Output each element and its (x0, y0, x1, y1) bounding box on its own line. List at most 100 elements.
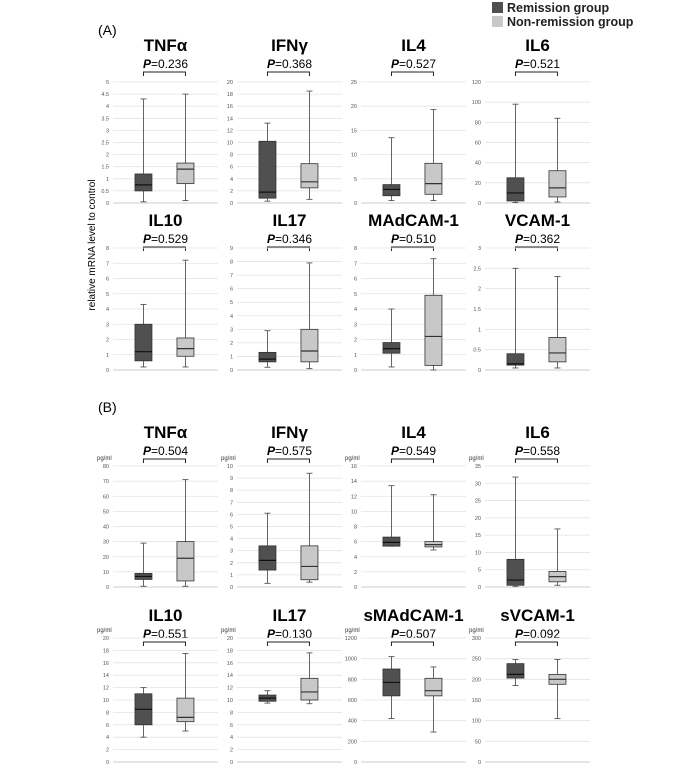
y-tick-label: 30 (475, 481, 481, 487)
y-tick-label: 4 (106, 735, 109, 741)
p-value-label: P=0.529 (143, 232, 188, 246)
p-value-text: =0.130 (275, 627, 312, 641)
y-tick-label: 3 (106, 322, 109, 328)
y-tick-label: 8 (106, 710, 109, 716)
y-tick-label: 5 (354, 292, 357, 298)
y-tick-label: 25 (351, 80, 357, 86)
p-value-text: =0.521 (523, 57, 560, 71)
y-tick-label: 2 (106, 153, 109, 159)
p-value-text: =0.558 (523, 444, 560, 458)
y-tick-label: 5 (106, 80, 109, 86)
y-tick-label: 12 (227, 686, 233, 692)
y-tick-label: 0 (354, 368, 357, 374)
y-tick-label: 3.5 (101, 116, 109, 122)
y-tick-label: 0 (230, 368, 233, 374)
box-remission (134, 323, 153, 362)
panel-b-1: TNFα P=0.504 pg/ml 0 10 20 30 40 50 60 70 80 (97, 423, 218, 591)
y-tick-label: 800 (348, 677, 357, 683)
y-tick-label: 300 (472, 636, 481, 642)
y-tick-label: 35 (475, 464, 481, 470)
box-nonremission (176, 697, 195, 723)
y-tick-label: 0 (354, 760, 357, 766)
y-tick-label: 0 (478, 760, 481, 766)
legend-label-remission: Remission group (507, 1, 609, 15)
y-tick-label: 7 (354, 261, 357, 267)
y-tick-label: 20 (227, 80, 233, 86)
p-value-text: =0.549 (399, 444, 436, 458)
y-tick-label: 8 (354, 525, 357, 531)
y-tick-label: 600 (348, 698, 357, 704)
p-value-prefix: P (267, 444, 276, 458)
panel-title: IFNγ (271, 36, 308, 55)
panel-title: MAdCAM-1 (368, 211, 459, 230)
y-tick-label: 7 (106, 261, 109, 267)
y-tick-label: 0 (106, 201, 109, 207)
y-tick-label: 200 (472, 677, 481, 683)
panel-a-7: MAdCAM-1 P=0.510 0 1 2 3 4 5 6 7 8 (354, 211, 466, 374)
y-tick-label: 5 (478, 568, 481, 574)
panel-title: TNFα (144, 36, 188, 55)
box-nonremission (548, 337, 567, 363)
p-value-prefix: P (515, 232, 524, 246)
p-value-prefix: P (143, 57, 152, 71)
p-value-prefix: P (143, 444, 152, 458)
y-tick-label: 400 (348, 719, 357, 725)
y-tick-label: 1 (106, 177, 109, 183)
y-tick-label: 50 (103, 509, 109, 515)
p-value-label: P=0.549 (391, 444, 436, 458)
y-tick-label: 10 (103, 698, 109, 704)
y-tick-label: 0 (478, 201, 481, 207)
panel-a-2: IFNγ P=0.368 0 2 4 6 8 10 12 14 16 18 20 (227, 36, 342, 207)
p-value-label: P=0.521 (515, 57, 560, 71)
y-tick-label: 1200 (345, 636, 357, 642)
significance-bracket (514, 641, 558, 646)
y-tick-label: 8 (354, 246, 357, 252)
y-tick-label: 8 (230, 488, 233, 494)
box-nonremission (176, 541, 195, 582)
y-tick-label: 4 (106, 307, 109, 313)
y-tick-label: 2.5 (101, 141, 109, 147)
y-tick-label: 20 (351, 104, 357, 110)
panel-title: sMAdCAM-1 (363, 606, 463, 625)
panels-group: TNFαP=0.23600.511.522.533.544.55IFNγP=0.… (97, 36, 590, 766)
box-nonremission (300, 677, 319, 701)
significance-bracket (266, 458, 310, 463)
y-tick-label: 0 (478, 368, 481, 374)
box-nonremission (176, 162, 195, 185)
y-tick-label: 16 (227, 104, 233, 110)
y-tick-label: 2 (106, 338, 109, 344)
box-nonremission (300, 163, 319, 189)
y-tick-label: 70 (103, 479, 109, 485)
panel-title: IL17 (272, 606, 306, 625)
y-tick-label: 1 (354, 353, 357, 359)
y-tick-label: 6 (230, 165, 233, 171)
significance-bracket (142, 246, 186, 251)
panel-a-8: VCAM-1 P=0.362 0 0.5 1 1.5 2 2.5 3 (473, 211, 590, 374)
section-label-a: (A) (98, 22, 117, 38)
y-tick-label: 4 (354, 307, 357, 313)
y-tick-label: 6 (230, 723, 233, 729)
significance-bracket (142, 641, 186, 646)
y-tick-label: 0 (354, 585, 357, 591)
y-tick-label: 3 (478, 246, 481, 252)
p-value-label: P=0.510 (391, 232, 436, 246)
y-tick-label: 5 (230, 525, 233, 531)
y-tick-label: 40 (475, 161, 481, 167)
panel-title: IL6 (525, 36, 550, 55)
y-tick-label: 20 (103, 555, 109, 561)
p-value-prefix: P (391, 57, 400, 71)
section-label-b: (B) (98, 399, 117, 415)
unit-label: pg/ml (345, 456, 360, 462)
p-value-text: =0.236 (151, 57, 188, 71)
y-tick-label: 10 (227, 464, 233, 470)
box-nonremission (548, 170, 567, 198)
panel-b-2: IFNγ P=0.575 pg/ml 0 1 2 3 4 5 6 7 8 9 10 (221, 423, 342, 591)
y-tick-label: 1 (478, 327, 481, 333)
y-tick-label: 25 (475, 499, 481, 505)
y-tick-label: 16 (227, 661, 233, 667)
y-tick-label: 8 (106, 246, 109, 252)
y-tick-label: 2 (230, 189, 233, 195)
p-value-prefix: P (391, 444, 400, 458)
y-tick-label: 0 (354, 201, 357, 207)
